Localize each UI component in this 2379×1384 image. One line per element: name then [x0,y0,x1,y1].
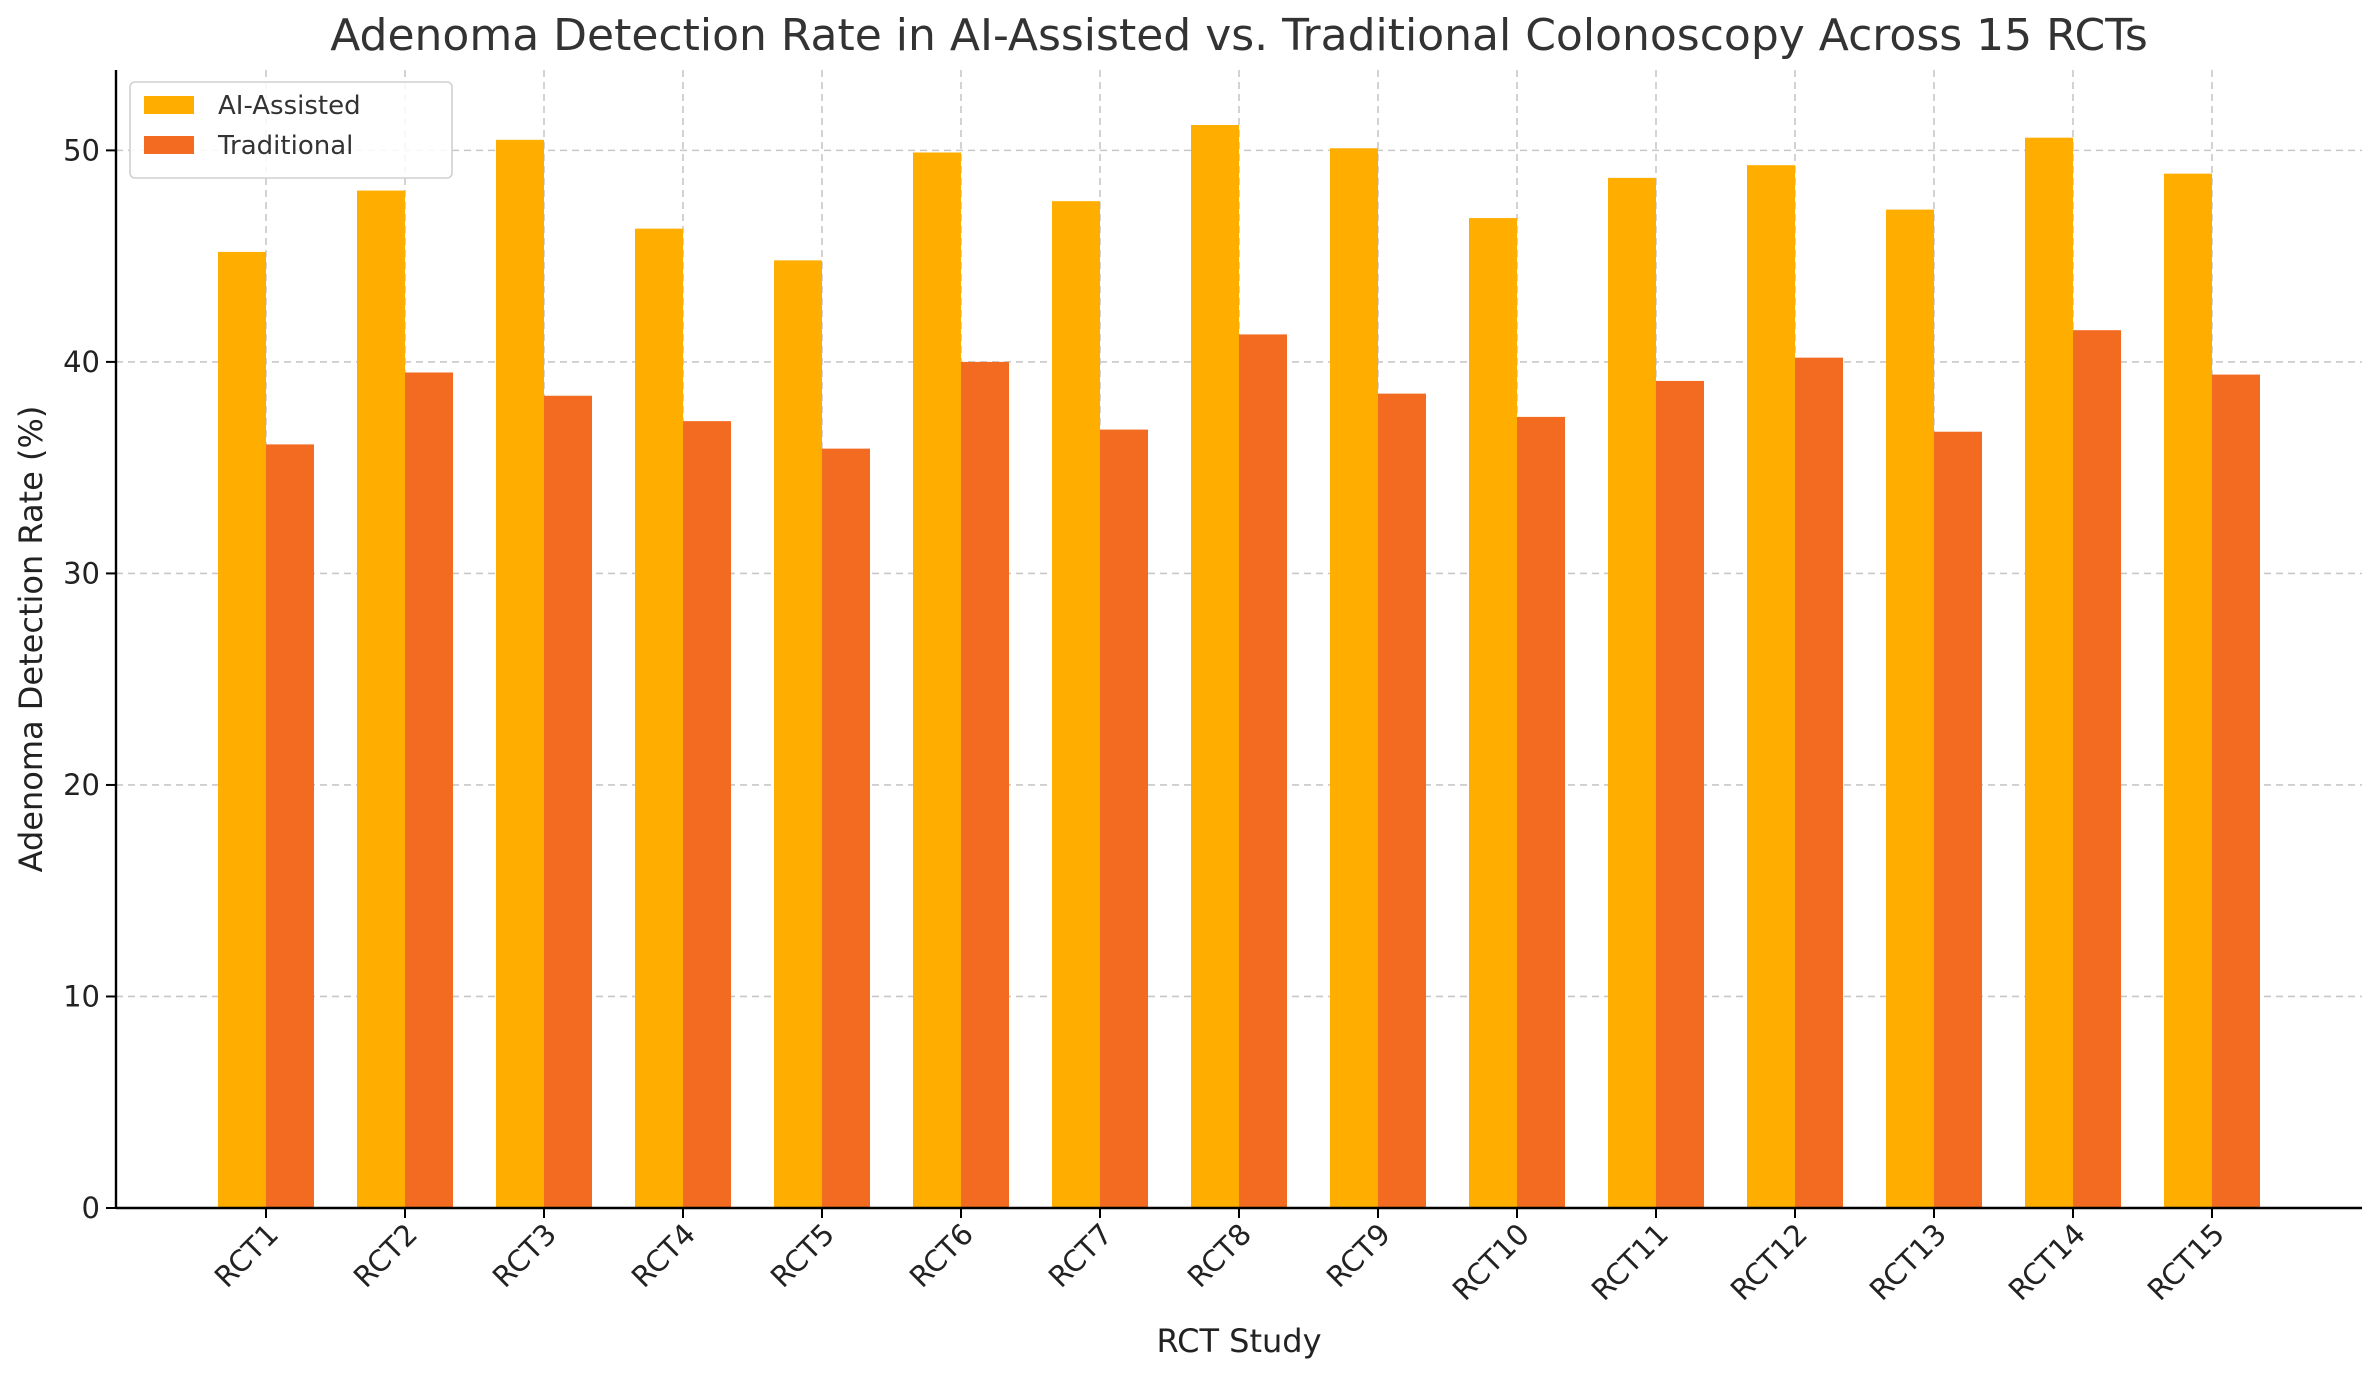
x-tick-label-rct9: RCT9 [1320,1217,1397,1294]
bar-traditional-rct6 [961,361,1009,1209]
legend: AI-Assisted Traditional [129,81,453,179]
bar-traditional-rct12 [1795,357,1843,1208]
x-tick-label-rct6: RCT6 [903,1217,980,1294]
bar-traditional-rct9 [1378,393,1426,1208]
bar-traditional-rct15 [2212,374,2260,1208]
bar-ai-assisted-rct6 [913,152,961,1209]
legend-label-traditional: Traditional [217,131,353,161]
bar-traditional-rct1 [266,444,314,1208]
bar-ai-assisted-rct3 [496,139,544,1208]
bar-ai-assisted-rct9 [1330,148,1378,1209]
bar-ai-assisted-rct5 [774,260,822,1209]
y-tick-label-20: 20 [63,768,100,802]
y-tick-label-40: 40 [63,345,100,379]
x-tick-label-rct11: RCT11 [1585,1217,1675,1307]
y-tick-label-30: 30 [63,556,100,590]
chart-title: Adenoma Detection Rate in AI-Assisted vs… [330,10,2148,61]
y-axis-label: Adenoma Detection Rate (%) [12,406,50,873]
bar-ai-assisted-rct2 [357,190,405,1208]
y-tick-label-10: 10 [63,979,100,1013]
bar-ai-assisted-rct15 [2164,173,2212,1208]
x-tick-label-rct4: RCT4 [625,1217,702,1294]
x-tick-label-rct12: RCT12 [1724,1217,1814,1307]
bar-ai-assisted-rct14 [2025,137,2073,1208]
bar-ai-assisted-rct10 [1469,218,1517,1209]
x-tick-label-rct15: RCT15 [2141,1217,2231,1307]
bar-ai-assisted-rct4 [635,228,683,1208]
x-tick-label-rct2: RCT2 [347,1217,424,1294]
bar-ai-assisted-rct12 [1747,165,1795,1208]
x-tick-label-rct1: RCT1 [208,1217,285,1294]
x-axis-label: RCT Study [1156,1322,1321,1360]
bars-layer [218,124,2260,1209]
bar-ai-assisted-rct11 [1608,177,1656,1208]
y-ticks: 0 10 20 30 40 50 [63,133,116,1225]
x-tick-label-rct8: RCT8 [1181,1217,1258,1294]
legend-label-ai-assisted: AI-Assisted [218,91,361,121]
x-tick-label-rct13: RCT13 [1863,1217,1953,1307]
legend-swatch-traditional [144,136,194,154]
bar-traditional-rct3 [544,395,592,1209]
bar-traditional-rct4 [683,421,731,1208]
bar-ai-assisted-rct7 [1052,201,1100,1208]
x-tick-label-rct3: RCT3 [486,1217,563,1294]
x-tick-label-rct10: RCT10 [1446,1217,1536,1307]
bar-traditional-rct7 [1100,429,1148,1208]
bar-traditional-rct2 [405,372,453,1208]
legend-box [129,81,453,179]
bar-ai-assisted-rct13 [1886,209,1934,1208]
bar-traditional-rct13 [1934,431,1982,1209]
bar-ai-assisted-rct1 [218,251,266,1209]
bar-traditional-rct11 [1656,380,1704,1208]
bar-traditional-rct10 [1517,416,1565,1208]
bar-traditional-rct14 [2073,330,2121,1209]
y-tick-label-50: 50 [63,133,100,167]
bar-traditional-rct8 [1239,334,1287,1208]
x-tick-label-rct5: RCT5 [764,1217,841,1294]
bar-traditional-rct5 [822,448,870,1208]
legend-swatch-ai-assisted [144,96,194,114]
y-tick-label-0: 0 [82,1191,100,1225]
x-tick-label-rct14: RCT14 [2002,1217,2092,1307]
x-tick-label-rct7: RCT7 [1042,1217,1119,1294]
bar-ai-assisted-rct8 [1191,124,1239,1208]
x-ticks: RCT1 RCT2 RCT3 RCT4 RCT5 RCT6 RCT7 RCT8 RCT9 RCT1… [208,1208,2231,1307]
